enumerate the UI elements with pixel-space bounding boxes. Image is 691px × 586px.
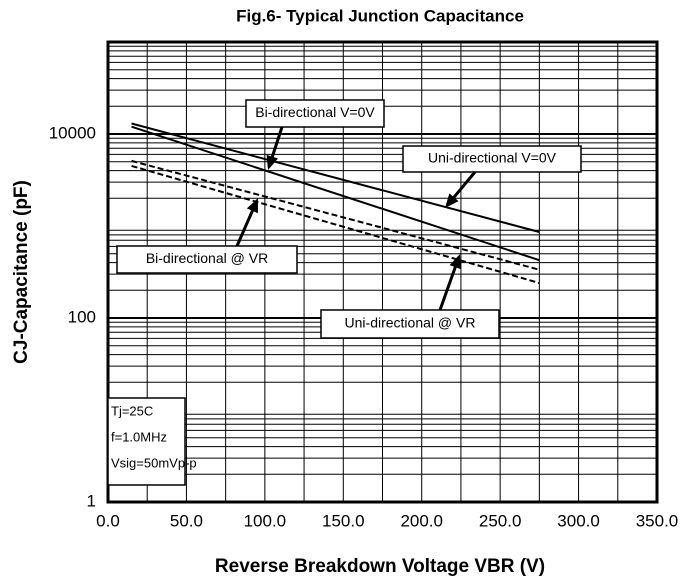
note-line: Tj=25C <box>111 403 153 418</box>
y-axis-label: CJ-Capacitance (pF) <box>11 180 32 364</box>
x-tick-label: 100.0 <box>244 511 287 530</box>
arrow-head <box>449 254 461 270</box>
annotation-box <box>402 145 582 173</box>
chart-title: Fig.6- Typical Junction Capacitance <box>236 6 524 25</box>
x-axis-label: Reverse Breakdown Voltage VBR (V) <box>215 556 545 577</box>
note-line: f=1.0MHz <box>111 429 167 444</box>
series-line <box>131 159 540 271</box>
series-line <box>131 122 540 233</box>
annotation-box <box>116 245 298 274</box>
annotation-label: Uni-directional @ VR <box>345 315 476 331</box>
x-tick-label: 0.0 <box>96 511 120 530</box>
annotation-arrow <box>269 126 284 161</box>
annotation-arrow <box>438 262 459 311</box>
annotation-label: Uni-directional V=0V <box>428 150 557 166</box>
annotation-label: Bi-directional @ VR <box>146 250 268 266</box>
series-line <box>131 125 540 262</box>
arrow-head <box>246 198 258 214</box>
x-tick-label: 350.0 <box>636 511 679 530</box>
annotation-label: Bi-directional V=0V <box>255 104 375 120</box>
x-tick-label: 200.0 <box>400 511 443 530</box>
x-tick-label: 50.0 <box>170 511 203 530</box>
plot-frame <box>106 40 659 504</box>
note-line: Vsig=50mVp-p <box>111 455 197 470</box>
y-tick-label: 100 <box>68 307 96 326</box>
note-box <box>107 397 186 486</box>
annotation-arrow <box>450 171 477 202</box>
annotation-box <box>320 309 500 339</box>
arrow-head <box>266 154 279 170</box>
series-line <box>131 164 540 284</box>
x-tick-label: 300.0 <box>557 511 600 530</box>
x-tick-label: 250.0 <box>479 511 522 530</box>
annotation-box <box>245 99 385 128</box>
annotation-arrow <box>235 206 256 247</box>
y-tick-label: 1 <box>87 491 96 510</box>
y-tick-label: 10000 <box>49 123 96 142</box>
arrow-head <box>445 193 459 208</box>
x-tick-label: 150.0 <box>322 511 365 530</box>
